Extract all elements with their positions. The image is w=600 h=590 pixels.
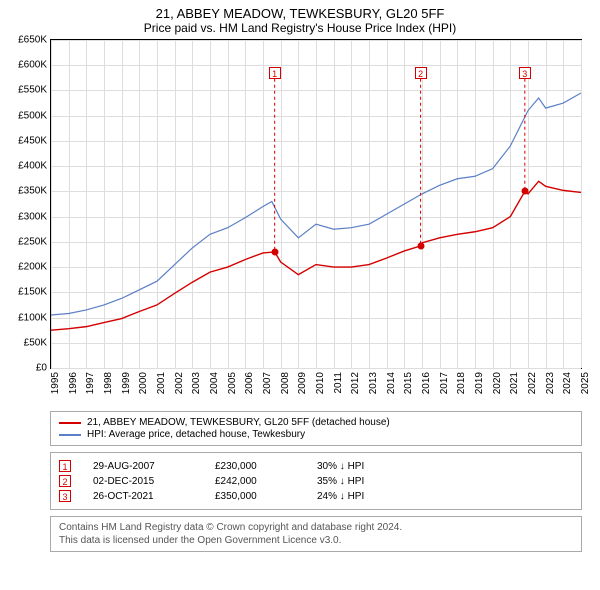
attribution: Contains HM Land Registry data © Crown c…: [50, 516, 582, 552]
series-hpi: [51, 93, 581, 315]
sale-marker-dot: [271, 248, 278, 255]
x-axis-label: 2005: [227, 372, 238, 394]
sale-marker-label: 3: [519, 67, 531, 79]
x-axis-label: 2025: [580, 372, 591, 394]
y-axis-label: £50K: [24, 337, 51, 348]
gridline-v: [581, 40, 582, 368]
x-axis-label: 1997: [85, 372, 96, 394]
x-axis-label: 2020: [492, 372, 503, 394]
legend-item: HPI: Average price, detached house, Tewk…: [59, 429, 573, 440]
x-axis-label: 1996: [68, 372, 79, 394]
x-axis-label: 2009: [297, 372, 308, 394]
x-axis-label: 2001: [156, 372, 167, 394]
sales-row: 3 26-OCT-2021 £350,000 24% ↓ HPI: [59, 490, 573, 502]
y-axis-label: £350K: [18, 186, 51, 197]
y-axis-label: £300K: [18, 211, 51, 222]
y-axis-label: £650K: [18, 35, 51, 46]
x-axis-label: 2018: [456, 372, 467, 394]
y-axis-label: £600K: [18, 60, 51, 71]
sales-row-marker: 3: [59, 490, 71, 502]
x-axis-label: 1998: [103, 372, 114, 394]
legend-label: 21, ABBEY MEADOW, TEWKESBURY, GL20 5FF (…: [87, 417, 390, 428]
sales-row-date: 29-AUG-2007: [93, 461, 193, 472]
x-axis-label: 1995: [50, 372, 61, 394]
y-axis-label: £250K: [18, 236, 51, 247]
x-axis-label: 2000: [138, 372, 149, 394]
x-axis-label: 2003: [191, 372, 202, 394]
sales-row-price: £350,000: [215, 491, 295, 502]
sale-marker-dot: [521, 188, 528, 195]
chart-plot-area: £0£50K£100K£150K£200K£250K£300K£350K£400…: [50, 39, 582, 369]
y-axis-label: £400K: [18, 161, 51, 172]
sales-row-price: £242,000: [215, 476, 295, 487]
y-axis-label: £200K: [18, 262, 51, 273]
x-axis-label: 1999: [121, 372, 132, 394]
sales-row-delta: 35% ↓ HPI: [317, 476, 364, 487]
chart-title: 21, ABBEY MEADOW, TEWKESBURY, GL20 5FF: [10, 6, 590, 21]
sale-marker-dot: [417, 242, 424, 249]
x-axis-label: 2024: [562, 372, 573, 394]
y-axis-label: £500K: [18, 110, 51, 121]
sale-marker-label: 1: [269, 67, 281, 79]
legend-label: HPI: Average price, detached house, Tewk…: [87, 429, 305, 440]
x-axis-label: 2012: [350, 372, 361, 394]
sales-row-marker: 1: [59, 460, 71, 472]
sales-row-date: 02-DEC-2015: [93, 476, 193, 487]
x-axis-label: 2010: [315, 372, 326, 394]
x-axis-label: 2007: [262, 372, 273, 394]
x-axis-label: 2016: [421, 372, 432, 394]
legend-swatch: [59, 422, 81, 424]
sales-row: 1 29-AUG-2007 £230,000 30% ↓ HPI: [59, 460, 573, 472]
x-axis-label: 2002: [174, 372, 185, 394]
x-axis-label: 2017: [439, 372, 450, 394]
sales-row-price: £230,000: [215, 461, 295, 472]
x-axis-label: 2019: [474, 372, 485, 394]
x-axis-label: 2004: [209, 372, 220, 394]
y-axis-label: £100K: [18, 312, 51, 323]
x-axis-label: 2011: [333, 372, 344, 394]
x-axis-label: 2021: [509, 372, 520, 394]
legend-item: 21, ABBEY MEADOW, TEWKESBURY, GL20 5FF (…: [59, 417, 573, 428]
chart-subtitle: Price paid vs. HM Land Registry's House …: [10, 21, 590, 35]
legend: 21, ABBEY MEADOW, TEWKESBURY, GL20 5FF (…: [50, 411, 582, 446]
x-axis-label: 2013: [368, 372, 379, 394]
y-axis-label: £150K: [18, 287, 51, 298]
series-property: [51, 181, 581, 330]
x-axis-label: 2014: [386, 372, 397, 394]
x-axis-label: 2022: [527, 372, 538, 394]
attribution-line1: Contains HM Land Registry data © Crown c…: [59, 521, 573, 534]
sales-row-marker: 2: [59, 475, 71, 487]
sales-row-delta: 30% ↓ HPI: [317, 461, 364, 472]
x-axis-label: 2015: [403, 372, 414, 394]
sales-row-delta: 24% ↓ HPI: [317, 491, 364, 502]
sales-row: 2 02-DEC-2015 £242,000 35% ↓ HPI: [59, 475, 573, 487]
x-axis-labels: 1995 1996 1997 1998 1999 2000 2001 2002 2003 2004…: [50, 369, 582, 405]
y-axis-label: £550K: [18, 85, 51, 96]
x-axis-label: 2006: [244, 372, 255, 394]
x-axis-label: 2008: [280, 372, 291, 394]
y-axis-label: £0: [36, 363, 51, 374]
sales-row-date: 26-OCT-2021: [93, 491, 193, 502]
legend-swatch: [59, 434, 81, 436]
y-axis-label: £450K: [18, 135, 51, 146]
attribution-line2: This data is licensed under the Open Gov…: [59, 534, 573, 547]
sales-table: 1 29-AUG-2007 £230,000 30% ↓ HPI 2 02-DEC-201…: [50, 452, 582, 510]
x-axis-label: 2023: [545, 372, 556, 394]
sale-marker-label: 2: [415, 67, 427, 79]
